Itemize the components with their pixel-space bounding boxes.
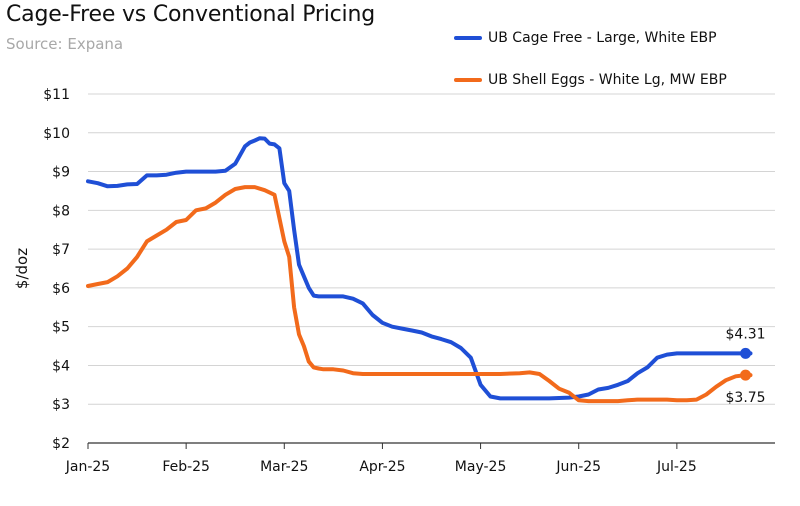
y-tick-label: $7 [52,242,70,258]
y-tick-label: $9 [52,165,70,181]
y-tick-label: $5 [52,320,70,336]
legend-item-shell-eggs: UB Shell Eggs - White Lg, MW EBP [454,72,727,88]
end-value-label-1: $3.75 [726,390,766,406]
chart-title: Cage-Free vs Conventional Pricing [6,2,375,27]
end-value-label-0: $4.31 [726,326,766,342]
y-tick-label: $6 [52,281,70,297]
y-tick-label: $8 [52,203,70,219]
series-line-0 [86,136,753,401]
y-axis-label: $/doz [13,248,31,289]
legend-item-cage-free: UB Cage Free - Large, White EBP [454,30,717,46]
legend-label-shell-eggs: UB Shell Eggs - White Lg, MW EBP [488,72,727,88]
x-tick-label: Mar-25 [260,459,308,475]
legend-label-cage-free: UB Cage Free - Large, White EBP [488,30,717,46]
end-point-marker-0 [740,347,752,359]
x-tick-label: Jan-25 [65,459,110,475]
end-point-marker-1 [740,369,752,381]
x-tick-label: Feb-25 [162,459,210,475]
legend-swatch-cage-free [454,36,482,40]
x-tick-label: Jul-25 [656,459,697,475]
x-tick-label: Jun-25 [555,459,601,475]
x-tick-label: Apr-25 [359,459,405,475]
y-tick-label: $10 [43,126,70,142]
chart-subtitle: Source: Expana [6,35,124,53]
y-tick-label: $4 [52,358,70,374]
y-tick-label: $2 [52,436,70,452]
series-line-1 [86,185,753,404]
y-tick-label: $3 [52,397,70,413]
x-tick-label: May-25 [455,459,507,475]
y-tick-label: $11 [43,87,70,103]
legend-swatch-shell-eggs [454,78,482,82]
